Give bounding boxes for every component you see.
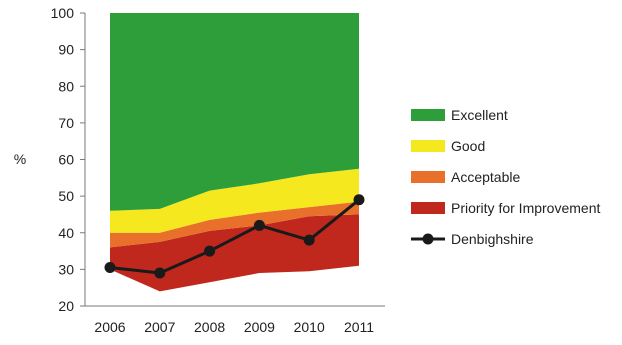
x-tick-label-2011: 2011: [344, 319, 374, 335]
band-priority-for-improvement: [110, 214, 359, 292]
axes: 20 30 40 50 60 70 80 90 100 2006 2007 2008 2009 2010 2…: [51, 5, 385, 335]
legend-swatch-priority-for-improvement: [411, 202, 445, 214]
band-acceptable: [110, 201, 359, 248]
data-point-denbighshire-2009: [253, 219, 265, 231]
x-tick-label-2010: 2010: [294, 319, 325, 335]
legend-swatch-acceptable: [411, 171, 445, 183]
legend-label-priority-for-improvement: Priority for Improvement: [451, 200, 600, 216]
data-point-denbighshire-2006: [104, 262, 116, 274]
series-line-denbighshire: [109, 198, 360, 275]
x-tick-label-2006: 2006: [94, 319, 125, 335]
data-point-denbighshire-2008: [204, 245, 216, 257]
legend-label-acceptable: Acceptable: [451, 169, 520, 185]
y-tick-label-30: 30: [58, 261, 74, 277]
y-tick-label-100: 100: [51, 5, 75, 21]
y-tick-label-60: 60: [58, 152, 74, 168]
area-bands: [110, 13, 359, 292]
legend-swatch-good: [411, 140, 445, 152]
y-tick-label-80: 80: [58, 78, 74, 94]
data-point-denbighshire-2007: [154, 267, 166, 279]
legend-marker-denbighshire: [422, 233, 434, 245]
y-axis-label: %: [14, 151, 26, 167]
data-point-denbighshire-2011: [353, 194, 365, 206]
band-good: [110, 168, 359, 233]
legend-label-excellent: Excellent: [451, 107, 508, 123]
legend-label-denbighshire: Denbighshire: [451, 231, 534, 247]
band-excellent: [110, 13, 359, 211]
x-tick-label-2007: 2007: [144, 319, 175, 335]
x-tick-label-2008: 2008: [194, 319, 225, 335]
y-tick-label-40: 40: [58, 225, 74, 241]
data-point-denbighshire-2010: [303, 234, 315, 246]
legend-swatch-excellent: [411, 109, 445, 121]
x-tick-label-2009: 2009: [244, 319, 275, 335]
legend: Excellent Good Acceptable Priority for Impr…: [411, 107, 600, 247]
legend-label-good: Good: [451, 138, 485, 154]
y-tick-label-90: 90: [58, 42, 74, 58]
y-tick-label-20: 20: [58, 298, 74, 314]
series-lines: [104, 194, 365, 279]
y-tick-label-70: 70: [58, 115, 74, 131]
y-tick-label-50: 50: [58, 188, 74, 204]
